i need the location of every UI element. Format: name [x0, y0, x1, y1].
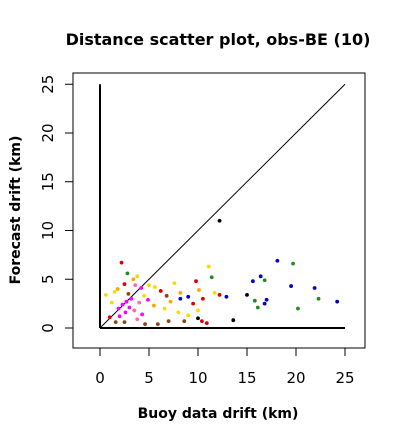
data-point	[127, 305, 132, 310]
data-point	[131, 277, 136, 282]
data-point	[103, 292, 108, 297]
y-tick-label: 15	[39, 172, 57, 191]
data-point	[291, 261, 295, 266]
data-point	[312, 286, 317, 290]
data-point	[258, 274, 263, 279]
data-point	[172, 281, 177, 286]
x-axis: 0 5 10 15 20 25	[95, 348, 355, 387]
x-tick-label: 20	[286, 369, 305, 387]
data-point	[197, 288, 201, 292]
data-point	[217, 292, 222, 297]
data-point	[250, 279, 255, 284]
data-point	[109, 300, 114, 305]
y-axis-label: Forecast drift (km)	[8, 136, 24, 285]
data-point	[119, 260, 124, 265]
x-tick-label: 15	[237, 369, 256, 387]
y-tick-label: 20	[39, 123, 57, 142]
data-point	[245, 292, 249, 297]
data-point	[204, 321, 209, 326]
data-point	[231, 318, 236, 323]
data-point	[176, 310, 181, 315]
data-point	[209, 275, 214, 280]
data-point	[142, 293, 147, 298]
data-point	[191, 301, 196, 306]
plot-frame	[72, 72, 366, 349]
data-point	[289, 284, 293, 288]
data-point	[152, 303, 156, 308]
data-point	[125, 271, 130, 276]
data-point	[206, 264, 211, 269]
data-point	[201, 296, 205, 301]
data-point	[113, 320, 118, 325]
data-point	[107, 315, 112, 320]
y-axis: 0 5 10 15 20 25	[39, 75, 73, 333]
data-point	[186, 313, 191, 318]
data-point	[178, 296, 183, 301]
data-point	[262, 301, 267, 306]
data-point	[147, 283, 151, 287]
data-point	[129, 296, 134, 301]
data-point	[146, 297, 150, 302]
data-point	[122, 320, 127, 325]
data-point	[196, 308, 200, 313]
reference-lines	[99, 83, 346, 329]
x-axis-label: Buoy data drift (km)	[138, 406, 299, 422]
data-point	[182, 319, 187, 324]
data-point	[335, 299, 340, 304]
data-point	[164, 293, 169, 298]
x-tick-label: 0	[95, 369, 105, 387]
data-point	[122, 282, 127, 287]
data-point	[178, 291, 183, 295]
x-tick-label: 10	[188, 369, 207, 387]
data-point	[152, 285, 157, 289]
data-point	[126, 291, 131, 296]
data-point	[252, 298, 257, 303]
data-point	[117, 314, 122, 319]
data-point	[135, 274, 140, 279]
data-point	[316, 296, 321, 301]
data-point	[123, 310, 128, 315]
data-point	[112, 290, 117, 294]
data-point	[194, 279, 198, 284]
data-point	[115, 287, 120, 291]
data-point	[139, 286, 144, 290]
data-point	[196, 316, 200, 321]
data-point	[137, 300, 142, 305]
data-point	[200, 319, 204, 324]
data-point	[143, 322, 147, 326]
data-point	[158, 289, 163, 293]
data-point	[217, 218, 222, 223]
data-point	[116, 306, 121, 311]
data-point	[186, 294, 191, 299]
data-point	[262, 278, 267, 283]
data-points	[103, 218, 340, 326]
data-point	[212, 291, 217, 295]
y-tick-label: 10	[39, 221, 57, 240]
data-point	[275, 258, 280, 263]
chart-title: Distance scatter plot, obs-BE (10)	[66, 30, 371, 49]
data-point	[166, 319, 171, 324]
data-point	[133, 283, 138, 287]
data-point	[296, 306, 300, 311]
data-point	[132, 308, 137, 313]
data-point	[168, 299, 173, 304]
data-point	[120, 302, 125, 307]
data-point	[135, 317, 140, 322]
diagonal-line	[99, 83, 346, 329]
data-point	[140, 312, 145, 317]
data-point	[162, 306, 167, 311]
y-tick-label: 25	[39, 75, 57, 94]
x-tick-label: 5	[144, 369, 154, 387]
data-point	[264, 297, 269, 302]
data-point	[124, 299, 129, 304]
data-point	[224, 294, 229, 299]
data-point	[155, 322, 160, 326]
y-tick-label: 5	[39, 274, 57, 284]
x-tick-label: 25	[335, 369, 354, 387]
y-tick-label: 0	[39, 323, 57, 333]
data-point	[255, 305, 260, 310]
